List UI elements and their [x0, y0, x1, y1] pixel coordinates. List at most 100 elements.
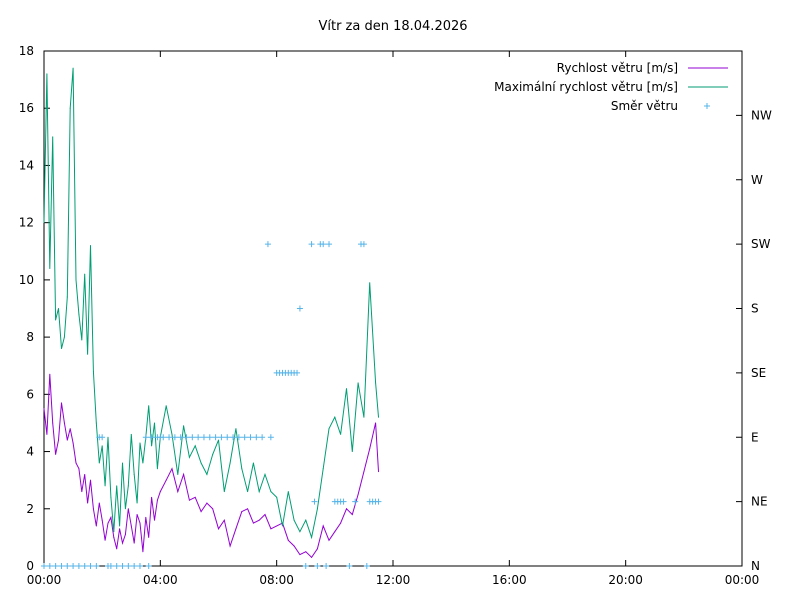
direction-marker	[166, 434, 173, 441]
direction-marker	[81, 563, 88, 569]
data-point	[113, 536, 115, 538]
direction-marker	[296, 305, 303, 312]
direction-marker	[294, 369, 301, 376]
data-point	[351, 451, 353, 453]
direction-marker	[177, 434, 184, 441]
y2-tick-label: E	[751, 430, 759, 444]
data-point	[241, 511, 243, 513]
data-point	[270, 528, 272, 530]
data-point	[223, 491, 225, 493]
data-point	[46, 433, 48, 435]
data-point	[63, 422, 65, 424]
data-point	[328, 428, 330, 430]
data-point	[78, 468, 80, 470]
data-point	[66, 439, 68, 441]
series-line	[43, 374, 379, 559]
y2-tick-label: S	[751, 302, 759, 316]
data-point	[171, 468, 173, 470]
data-point	[119, 528, 121, 530]
data-point	[110, 516, 112, 518]
data-point	[194, 445, 196, 447]
data-point	[351, 514, 353, 515]
y-tick-label: 10	[19, 273, 34, 287]
y2-tick-label: SE	[751, 366, 766, 380]
y2-tick-label: SW	[751, 237, 771, 251]
data-point	[130, 525, 132, 527]
data-point	[287, 539, 289, 541]
legend-label: Maximální rychlost větru [m/s]	[494, 80, 678, 94]
direction-marker	[230, 434, 237, 441]
y2-tick-label: W	[751, 173, 763, 187]
data-point	[229, 462, 231, 464]
data-point	[328, 539, 330, 541]
data-point	[87, 353, 89, 355]
data-point	[334, 531, 336, 533]
data-point	[101, 519, 103, 521]
direction-marker	[99, 434, 106, 441]
direction-marker	[200, 434, 207, 441]
direction-marker	[46, 563, 53, 569]
data-point	[159, 491, 161, 493]
data-point	[188, 499, 190, 501]
direction-marker	[363, 563, 370, 569]
data-point	[127, 485, 129, 487]
data-point	[136, 502, 138, 504]
data-point	[357, 493, 359, 495]
series-line	[43, 68, 379, 540]
data-point	[84, 273, 86, 275]
data-point	[212, 453, 214, 455]
data-point	[122, 462, 124, 464]
legend-label: Rychlost větru [m/s]	[557, 61, 678, 75]
data-point	[43, 222, 45, 224]
data-point	[119, 525, 121, 527]
series-2	[41, 241, 382, 569]
y-tick-label: 14	[19, 158, 34, 172]
data-point	[264, 514, 266, 515]
data-point	[357, 382, 359, 384]
y2-tick-label: N	[751, 559, 760, 573]
y-tick-label: 4	[26, 445, 34, 459]
data-point	[235, 428, 237, 430]
direction-marker	[142, 434, 149, 441]
data-point	[206, 473, 208, 475]
data-point	[124, 534, 126, 536]
series-layer	[41, 67, 382, 569]
data-point	[264, 473, 266, 475]
direction-marker	[136, 563, 143, 569]
data-point	[276, 525, 278, 527]
data-point	[363, 471, 365, 473]
data-point	[87, 502, 89, 504]
data-point	[270, 491, 272, 493]
direction-marker	[206, 434, 213, 441]
direction-marker	[125, 563, 132, 569]
data-point	[122, 542, 124, 544]
axes	[43, 50, 743, 567]
data-point	[299, 531, 301, 533]
data-point	[49, 373, 51, 375]
data-point	[281, 525, 283, 527]
data-point	[58, 439, 60, 441]
direction-marker	[346, 563, 353, 569]
data-point	[90, 245, 92, 247]
data-point	[60, 402, 62, 404]
direction-marker	[64, 563, 71, 569]
direction-marker	[340, 498, 347, 505]
data-point	[276, 496, 278, 498]
direction-marker	[311, 498, 318, 505]
data-point	[316, 508, 318, 510]
direction-marker	[224, 434, 231, 441]
data-point	[46, 73, 48, 75]
data-point	[287, 491, 289, 493]
y-tick-label: 2	[26, 502, 34, 516]
data-point	[55, 319, 57, 321]
data-point	[165, 479, 167, 481]
data-point	[81, 491, 83, 493]
direction-marker	[212, 434, 219, 441]
x-tick-label: 04:00	[143, 573, 178, 587]
data-point	[156, 499, 158, 501]
data-point	[139, 522, 141, 524]
y2-tick-label: NW	[751, 108, 772, 122]
data-point	[206, 502, 208, 504]
data-point	[345, 508, 347, 510]
data-point	[133, 542, 135, 544]
